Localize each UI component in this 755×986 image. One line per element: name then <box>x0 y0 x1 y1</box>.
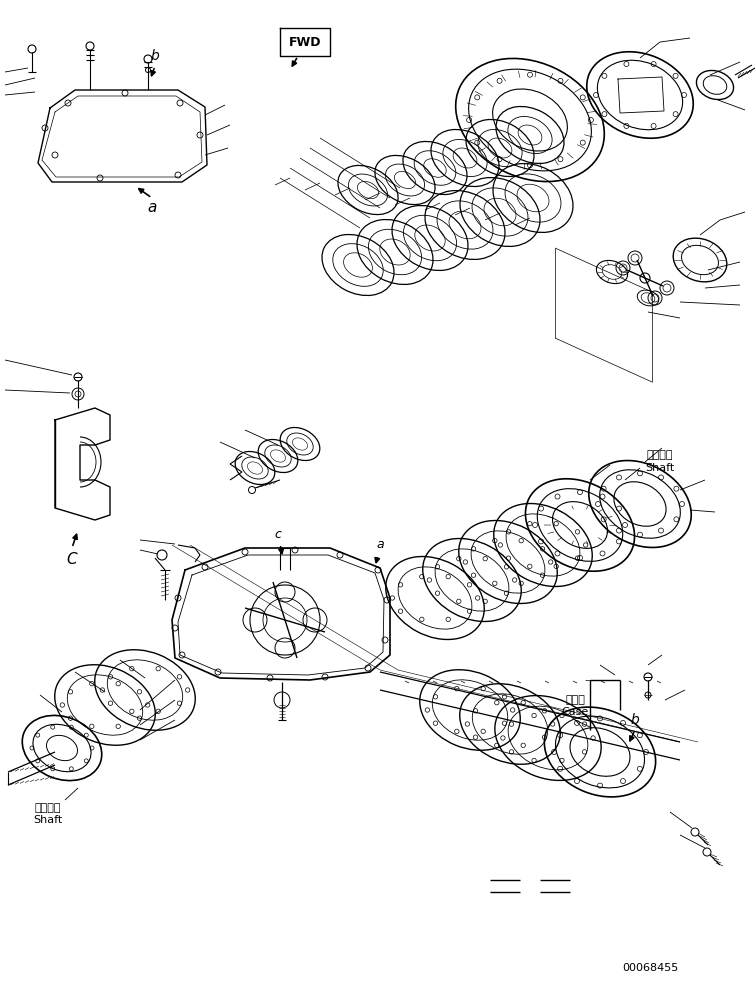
Text: a: a <box>147 200 157 216</box>
Text: ケース: ケース <box>565 695 585 705</box>
Text: b: b <box>630 713 639 727</box>
Text: Shaft: Shaft <box>646 463 675 473</box>
Text: Shaft: Shaft <box>33 815 63 825</box>
Text: 00068455: 00068455 <box>622 963 678 973</box>
Text: a: a <box>376 538 384 551</box>
Text: FWD: FWD <box>288 35 321 48</box>
Text: シャフト: シャフト <box>35 803 61 813</box>
Text: b: b <box>151 49 159 63</box>
Text: Case: Case <box>562 707 589 717</box>
Text: c: c <box>275 528 282 541</box>
Text: シャフト: シャフト <box>647 450 673 460</box>
Text: C: C <box>66 552 77 568</box>
